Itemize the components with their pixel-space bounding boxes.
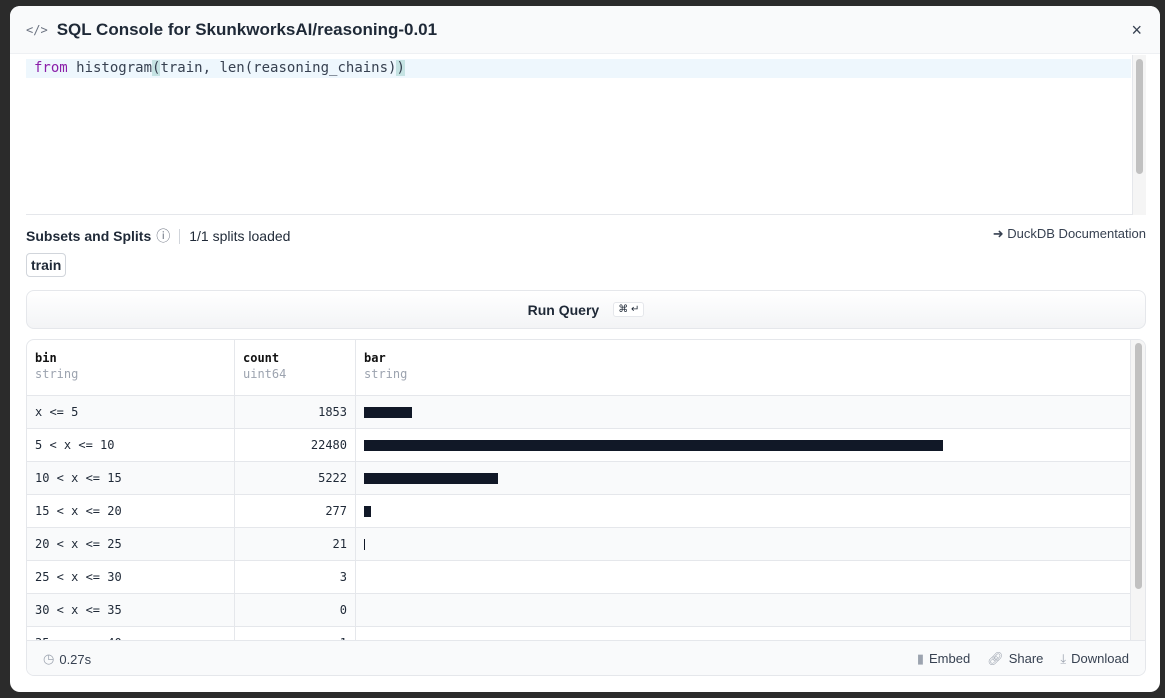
paren: )	[396, 60, 405, 76]
table-row[interactable]: 20 < x <= 25 21	[27, 528, 1131, 561]
bin-cell[interactable]: 30 < x <= 35	[27, 594, 235, 626]
bar-mark	[364, 473, 498, 484]
embed-icon: ▮	[916, 651, 924, 666]
table-row[interactable]: 10 < x <= 15 5222	[27, 462, 1131, 495]
query-time: 0.27s	[59, 651, 92, 667]
sql-editor[interactable]: from histogram(train, len(reasoning_chai…	[26, 55, 1146, 215]
column-header-count[interactable]: count uint64	[235, 340, 356, 395]
bar-cell[interactable]	[356, 627, 1131, 640]
column-header-bin[interactable]: bin string	[27, 340, 235, 395]
bin-cell[interactable]: 5 < x <= 10	[27, 429, 235, 461]
column-header-bar[interactable]: bar string	[364, 351, 408, 381]
bar-mark	[364, 407, 412, 418]
count-cell[interactable]: 22480	[235, 429, 356, 461]
link-icon: 🔗︎	[987, 651, 1004, 666]
bar-cell[interactable]	[356, 561, 1131, 593]
table-row[interactable]: 25 < x <= 30 3	[27, 561, 1131, 594]
table-row[interactable]: 30 < x <= 35 0	[27, 594, 1131, 627]
split-chip-train[interactable]: train	[26, 253, 67, 277]
table-row[interactable]: 15 < x <= 20 277	[27, 495, 1131, 528]
table-row[interactable]: x <= 5 1853	[27, 396, 1131, 429]
info-icon[interactable]: ⓘ	[156, 228, 171, 244]
bar-cell[interactable]	[356, 462, 1131, 494]
modal-header: </> SQL Console for SkunkworksAI/reasoni…	[10, 6, 1160, 54]
bar-cell[interactable]	[356, 594, 1131, 626]
results-table: bin string count uint64 bar string x <= 5 18…	[26, 339, 1146, 676]
count-cell[interactable]: 5222	[235, 462, 356, 494]
code-line[interactable]: from histogram(train, len(reasoning_chai…	[26, 59, 1131, 78]
duckdb-docs-link[interactable]: ➜ DuckDB Documentation	[993, 226, 1146, 242]
download-button[interactable]: ⤓ Download	[1060, 651, 1129, 666]
keyword: from	[34, 60, 68, 76]
sql-console-modal: </> SQL Console for SkunkworksAI/reasoni…	[10, 6, 1160, 692]
bar-cell[interactable]	[356, 396, 1131, 428]
count-cell[interactable]: 277	[235, 495, 356, 527]
share-button[interactable]: 🔗︎ Share	[987, 651, 1044, 666]
bar-cell[interactable]	[356, 429, 1131, 461]
splits-status: 1/1 splits loaded	[189, 228, 291, 244]
subsets-label: Subsets and Splits	[26, 228, 152, 244]
bin-cell[interactable]: 25 < x <= 30	[27, 561, 235, 593]
count-cell[interactable]: 21	[235, 528, 356, 560]
table-row[interactable]: 5 < x <= 10 22480	[27, 429, 1131, 462]
arrow-circle-icon: ➜	[992, 226, 1008, 241]
code-icon: </>	[26, 22, 48, 37]
count-cell[interactable]: 1	[235, 627, 356, 640]
count-cell[interactable]: 1853	[235, 396, 356, 428]
table-body: x <= 5 1853 5 < x <= 10 22480 10 < x <= 15 52…	[27, 396, 1131, 640]
bar-cell[interactable]	[356, 495, 1131, 527]
bin-cell[interactable]: 15 < x <= 20	[27, 495, 235, 527]
bin-cell[interactable]: 20 < x <= 25	[27, 528, 235, 560]
table-header: bin string count uint64 bar string	[27, 340, 1131, 396]
run-query-button[interactable]: Run Query ⌘ ↵	[26, 290, 1146, 329]
download-icon: ⤓	[1060, 651, 1067, 666]
modal-title: SQL Console for SkunkworksAI/reasoning-0…	[56, 19, 438, 39]
bin-cell[interactable]: 35 < x <= 40	[27, 627, 235, 640]
bar-mark	[364, 506, 371, 517]
count-cell[interactable]: 3	[235, 561, 356, 593]
paren: (	[152, 60, 161, 76]
bar-cell[interactable]	[356, 528, 1131, 560]
close-icon[interactable]: ×	[1131, 20, 1142, 40]
results-footer: ◷ 0.27s ▮ Embed 🔗︎ Share ⤓ Download	[27, 640, 1145, 675]
args: train, len(reasoning_chains)	[160, 60, 397, 76]
bar-mark	[364, 440, 943, 451]
subsets-bar: Subsets and Splits ⓘ 1/1 splits loaded	[26, 226, 290, 246]
clock-icon: ◷	[43, 651, 55, 666]
editor-scrollbar[interactable]	[1132, 55, 1146, 215]
shortcut-badge: ⌘ ↵	[613, 302, 645, 317]
run-label: Run Query	[527, 301, 600, 318]
function-name: histogram	[67, 60, 153, 76]
table-scrollbar[interactable]	[1130, 340, 1145, 640]
docs-label: DuckDB Documentation	[1007, 226, 1146, 241]
count-cell[interactable]: 0	[235, 594, 356, 626]
bin-cell[interactable]: 10 < x <= 15	[27, 462, 235, 494]
table-row[interactable]: 35 < x <= 401	[27, 627, 1131, 640]
bin-cell[interactable]: x <= 5	[27, 396, 235, 428]
bar-mark	[364, 539, 365, 550]
embed-button[interactable]: ▮ Embed	[916, 651, 971, 666]
